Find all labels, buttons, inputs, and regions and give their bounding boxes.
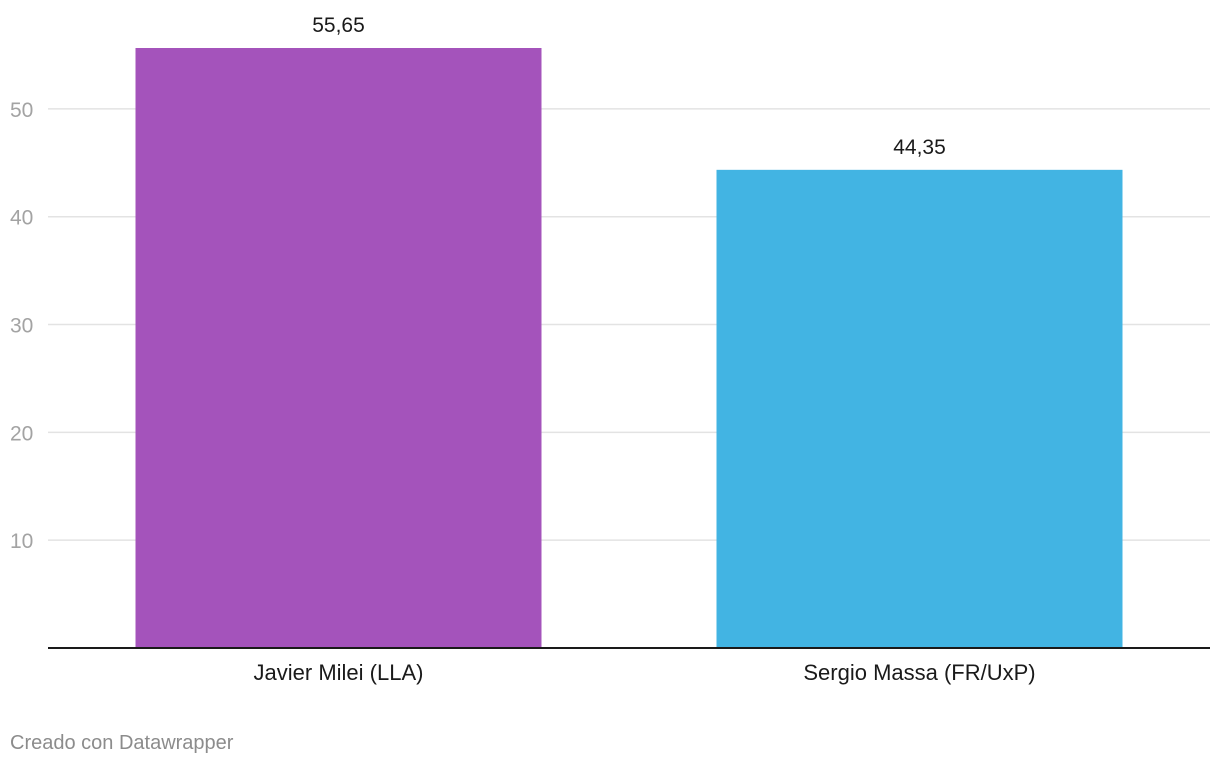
- value-labels: 55,65 44,35: [312, 14, 946, 159]
- x-tick-label: Sergio Massa (FR/UxP): [803, 660, 1035, 685]
- x-tick-label: Javier Milei (LLA): [254, 660, 424, 685]
- y-tick-label: 30: [10, 315, 33, 338]
- y-tick-label: 10: [10, 530, 33, 553]
- bar-value-label: 44,35: [893, 136, 946, 159]
- bar-value-label: 55,65: [312, 14, 365, 37]
- y-tick-label: 40: [10, 207, 33, 230]
- bar: [135, 48, 542, 648]
- credit-text: Creado con Datawrapper: [10, 732, 234, 754]
- y-tick-label: 50: [10, 99, 33, 122]
- y-axis-ticks: 10 20 30 40 50: [10, 99, 33, 553]
- x-axis-labels: Javier Milei (LLA) Sergio Massa (FR/UxP): [254, 660, 1036, 685]
- bars: [135, 48, 1123, 648]
- y-tick-label: 20: [10, 422, 33, 445]
- bar: [716, 169, 1123, 648]
- bar-chart: 10 20 30 40 50 55,65 44,35 Javier Milei (LLA)…: [10, 14, 1210, 685]
